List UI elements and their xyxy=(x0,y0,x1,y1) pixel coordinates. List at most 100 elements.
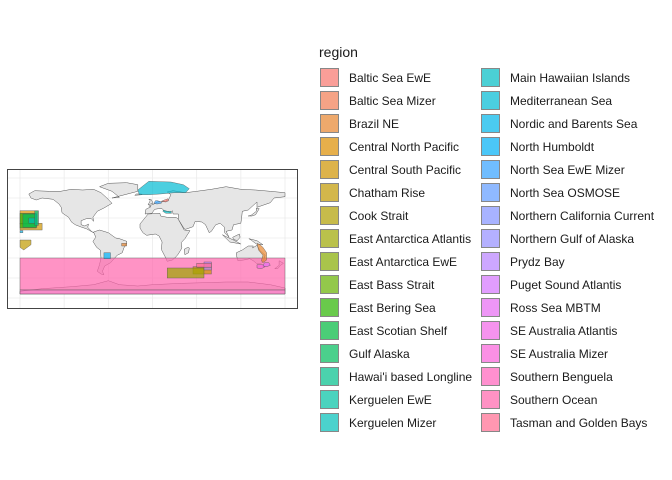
legend-item: Northern California Current xyxy=(481,204,654,227)
legend-item: Mediterranean Sea xyxy=(481,89,612,112)
region-baltic-sea xyxy=(160,198,169,203)
landmass-greenland xyxy=(99,182,139,199)
region-north-sea xyxy=(153,200,162,205)
legend-item: North Sea EwE Mizer xyxy=(481,158,625,181)
legend-key-swatch xyxy=(320,160,339,179)
legend-key-swatch xyxy=(320,321,339,340)
legend-label: Prydz Bay xyxy=(510,254,565,269)
legend-key-swatch xyxy=(320,229,339,248)
legend-item: Kerguelen Mizer xyxy=(320,411,436,434)
legend-label: Kerguelen Mizer xyxy=(349,415,437,430)
legend-key-swatch xyxy=(320,367,339,386)
legend-item: Tasman and Golden Bays xyxy=(481,411,647,434)
region-nordic-and-barents-sea xyxy=(137,181,190,195)
legend-item: Northern Gulf of Alaska xyxy=(481,227,634,250)
legend-item: Puget Sound Atlantis xyxy=(481,273,621,296)
legend-key-swatch xyxy=(320,252,339,271)
legend-label: East Antarctica Atlantis xyxy=(349,231,472,246)
world-map xyxy=(8,170,297,308)
legend-label: Puget Sound Atlantis xyxy=(510,277,622,292)
legend-label: Southern Benguela xyxy=(510,369,613,384)
legend-key-swatch xyxy=(320,91,339,110)
legend-label: North Humboldt xyxy=(510,139,595,154)
legend-item: Southern Ocean xyxy=(481,388,597,411)
region-southern-ocean xyxy=(19,257,286,291)
legend-item: Kerguelen EwE xyxy=(320,388,432,411)
legend-label: Southern Ocean xyxy=(510,392,598,407)
legend-item: Baltic Sea Mizer xyxy=(320,89,436,112)
legend-key-swatch xyxy=(481,252,500,271)
world-map-panel xyxy=(7,169,298,309)
legend-label: Gulf Alaska xyxy=(349,346,410,361)
legend-item: Southern Benguela xyxy=(481,365,613,388)
legend-item: Central North Pacific xyxy=(320,135,459,158)
region-brazil-ne xyxy=(121,243,127,247)
legend-label: Brazil NE xyxy=(349,116,400,131)
region-southern-benguela-outline xyxy=(19,289,286,295)
legend-item: North Sea OSMOSE xyxy=(481,181,620,204)
legend-key-swatch xyxy=(320,206,339,225)
legend-key-swatch xyxy=(320,68,339,87)
legend-key-swatch xyxy=(320,114,339,133)
legend-label: Northern California Current xyxy=(510,208,655,223)
legend-key-swatch xyxy=(320,344,339,363)
legend-item: East Scotian Shelf xyxy=(320,319,447,342)
legend-key-swatch xyxy=(481,298,500,317)
legend-label: Central North Pacific xyxy=(349,139,460,154)
legend-label: Baltic Sea EwE xyxy=(349,70,432,85)
legend-label: North Sea EwE Mizer xyxy=(510,162,625,177)
legend-item: Cook Strait xyxy=(320,204,408,227)
legend-key-swatch xyxy=(481,344,500,363)
legend-item: Nordic and Barents Sea xyxy=(481,112,637,135)
legend-label: Main Hawaiian Islands xyxy=(510,70,631,85)
legend-key-swatch xyxy=(481,390,500,409)
legend-key-swatch xyxy=(481,160,500,179)
legend-item: Chatham Rise xyxy=(320,181,425,204)
legend-label: SE Australia Mizer xyxy=(510,346,609,361)
landmass-africa xyxy=(139,213,191,262)
legend-item: East Antarctica Atlantis xyxy=(320,227,471,250)
legend-item: Prydz Bay xyxy=(481,250,565,273)
legend-key-swatch xyxy=(320,275,339,294)
region-mediterranean xyxy=(162,209,172,214)
region-kerguelen-mizer xyxy=(28,217,35,224)
legend-item: East Bering Sea xyxy=(320,296,436,319)
legend-item: North Humboldt xyxy=(481,135,594,158)
legend-key-swatch xyxy=(320,298,339,317)
landmass-north-america xyxy=(28,189,113,233)
legend-label: Baltic Sea Mizer xyxy=(349,93,436,108)
legend-key-swatch xyxy=(481,183,500,202)
landmass-borneo xyxy=(232,233,241,241)
region-east-antarctica-atlantis xyxy=(166,267,205,279)
region-chatham-rise xyxy=(19,239,32,251)
legend-key-swatch xyxy=(320,413,339,432)
legend-key-swatch xyxy=(481,275,500,294)
legend-item: Ross Sea MBTM xyxy=(481,296,601,319)
legend-key-swatch xyxy=(320,183,339,202)
legend-key-swatch xyxy=(481,114,500,133)
landmass-madagascar xyxy=(183,247,190,255)
landmass-sumatra-java xyxy=(222,234,242,245)
legend-key-swatch xyxy=(481,68,500,87)
legend-key-swatch xyxy=(481,321,500,340)
legend-label: Ross Sea MBTM xyxy=(510,300,601,315)
legend-item: Brazil NE xyxy=(320,112,399,135)
legend-label: Kerguelen EwE xyxy=(349,392,432,407)
legend-label: Mediterranean Sea xyxy=(510,93,613,108)
legend-item: East Bass Strait xyxy=(320,273,434,296)
landmass-japan xyxy=(247,207,260,217)
legend-label: Hawai'i based Longline xyxy=(349,369,473,384)
legend-label: East Scotian Shelf xyxy=(349,323,448,338)
legend-item: Gulf Alaska xyxy=(320,342,410,365)
region-nordic-barents-small xyxy=(19,230,24,233)
landmass-great-britain xyxy=(147,199,154,205)
legend-item: Hawai'i based Longline xyxy=(320,365,472,388)
legend-key-swatch xyxy=(481,229,500,248)
legend-key-swatch xyxy=(481,206,500,225)
legend-title: region xyxy=(319,44,358,60)
legend-item: Baltic Sea EwE xyxy=(320,66,431,89)
legend-key-swatch xyxy=(481,413,500,432)
region-ross-sea xyxy=(262,262,271,267)
legend-label: East Bass Strait xyxy=(349,277,435,292)
legend-item: Main Hawaiian Islands xyxy=(481,66,630,89)
